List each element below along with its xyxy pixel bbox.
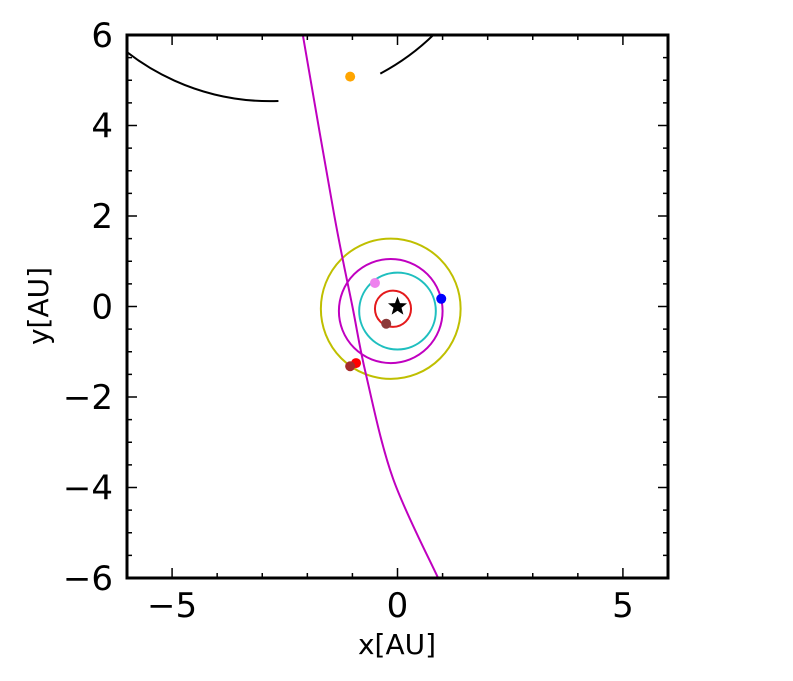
y-axis-label: y[AU] xyxy=(22,267,55,345)
y-tick-label: 0 xyxy=(91,288,113,328)
orbit-1 xyxy=(373,289,413,328)
x-tick-label: −5 xyxy=(147,586,197,626)
orbit-2 xyxy=(358,271,437,351)
planet-point-2 xyxy=(369,277,380,288)
planet-point-3 xyxy=(381,318,392,329)
y-tick-label: 4 xyxy=(91,107,113,147)
orbit-3 xyxy=(337,257,444,365)
trajectory-line xyxy=(301,35,439,578)
plot-data-layer xyxy=(127,35,462,578)
planet-point-1 xyxy=(436,293,447,304)
axis-ticks: −5 0 5 −6 −4 −2 0 2 4 6 xyxy=(63,16,669,626)
x-axis-label: x[AU] xyxy=(358,628,436,661)
planet-point-6 xyxy=(345,71,356,82)
y-tick-label: 2 xyxy=(91,197,113,237)
y-tick-label: 6 xyxy=(91,16,113,56)
planet-point-5 xyxy=(345,361,356,372)
x-tick-label: 5 xyxy=(612,586,634,626)
y-tick-label: −4 xyxy=(63,469,113,509)
y-tick-label: −6 xyxy=(63,559,113,599)
y-tick-label: −2 xyxy=(63,378,113,418)
star-marker xyxy=(387,296,408,315)
x-tick-label: 0 xyxy=(387,586,409,626)
orbit-4 xyxy=(319,237,462,380)
